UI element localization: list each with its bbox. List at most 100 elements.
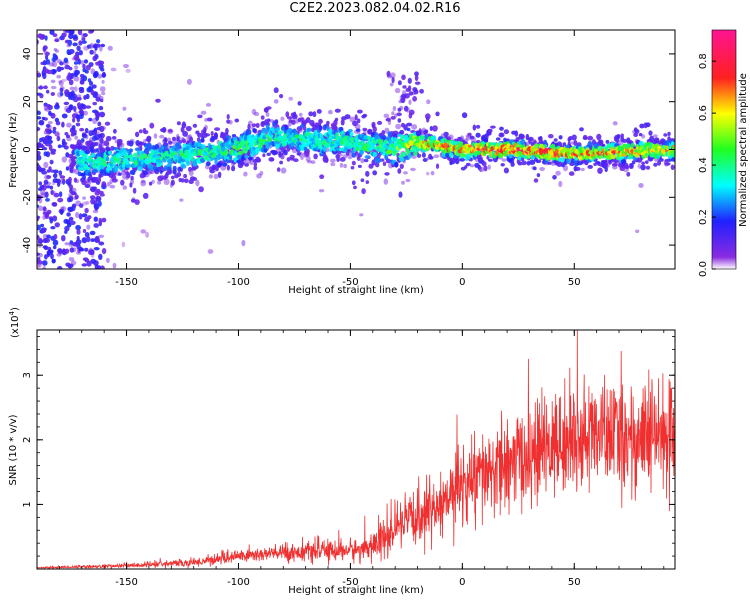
spectrogram-cell [80,33,87,39]
spectrogram-cell [192,177,197,181]
spectrogram-cell [657,160,662,166]
spectrogram-cell [59,66,65,71]
spectrogram-cell [107,150,112,155]
spectrogram-cell [37,85,44,90]
spectrogram-cell [342,154,348,159]
y-tick-label: -20 [22,189,33,205]
spectrogram-cell [82,68,87,73]
spectrogram-cell [101,91,106,96]
spectrogram-cell [130,178,135,185]
spectrogram-cell [587,141,593,148]
spectrogram-cell [89,173,93,181]
spectrogram-cell [381,130,386,136]
spectrogram-cell [109,184,116,189]
spectrogram-cell [180,164,187,169]
spectrogram-cell [443,131,449,137]
spectrogram-cell [270,157,275,162]
spectrogram-cell [62,248,66,254]
spectrogram-cell [109,170,113,174]
spectrogram-cell [357,164,362,168]
spectrogram-cell [357,109,363,114]
spectrogram-cell [42,214,46,220]
spectrogram-cell [50,189,54,196]
spectrogram-cell [89,43,93,50]
spectrogram-cell [671,157,675,162]
spectrogram-cell [47,129,53,134]
spectrogram-cell [77,145,82,151]
spectrogram-cell [558,135,563,140]
spectrogram-cell [389,82,394,87]
spectrogram-cell [200,110,207,115]
spectrogram-cell [287,116,293,120]
spectrogram-cell [89,186,96,192]
spectrogram-cell [56,181,61,187]
spectrogram-cell [86,224,91,230]
spectrogram-cell [353,185,357,190]
spectrogram-cell [43,68,49,74]
spectrogram-cell [98,133,103,138]
spectrogram-cell [167,128,174,135]
spectrogram-cell [344,114,351,120]
x-tick-label: 0 [459,577,465,588]
spectrogram-cell [392,105,397,112]
spectrogram-cell [482,161,487,167]
spectrogram-cell [205,103,212,107]
spectrogram-cell [112,147,119,151]
spectrogram-cell [449,152,454,158]
spectrogram-cell [105,146,110,151]
spectrogram-cell [273,87,279,94]
spectrogram-cell [84,247,89,252]
spectrogram-cell [96,39,101,44]
spectrogram-cell [53,233,58,240]
spectrogram-cell [114,165,119,171]
spectrogram-cell [386,149,393,155]
spectrogram-cell [265,112,270,117]
spectrogram-cell [592,156,597,160]
spectrogram-cell [398,99,403,104]
spectrogram-cell [383,113,390,119]
spectrogram-cell [313,153,318,160]
snr-frame [36,329,676,570]
spectrogram-cell [633,133,639,137]
spectrogram-cell [47,139,53,144]
spectrogram-cell [424,129,429,134]
spectrogram-cell [312,111,317,118]
spectrogram-cell [205,161,211,167]
colorbar-gradient [711,29,737,270]
spectrogram-cell [117,141,121,146]
x-tick-label: -150 [115,277,138,288]
spectrogram-cell [138,129,143,134]
spectrogram-cell [563,165,568,172]
spectrogram-cell [480,143,485,148]
spectrogram-cell [305,117,311,123]
spectrogram-cell [375,157,382,164]
spectrogram-cell [395,123,401,130]
spectrogram-cell [487,158,493,162]
spectrogram-cell [122,185,128,190]
spectrogram-cell [45,54,49,60]
spectrogram-cell [498,132,505,138]
spectrogram-cell [168,168,172,175]
spectrogram-cell [579,127,584,132]
spectrogram-cell [84,127,89,134]
spectrogram-cell [140,229,147,234]
spectrogram-cell [81,145,87,151]
spectrogram-cell [56,265,63,269]
spectrogram-cell [86,166,91,171]
spectrogram-cell [159,134,165,139]
y-tick-label: 0 [22,146,33,152]
spectrogram-cell [101,79,105,84]
spectrogram-cell [49,159,54,165]
spectrogram-cell [99,193,105,197]
spectrogram-cell [247,120,253,125]
spectrogram-cell [120,143,125,147]
spectrogram-cell [68,216,74,221]
spectrogram-cell [137,165,143,172]
spectrogram-cell [558,180,563,188]
spectrogram-cell [291,113,298,120]
spectrogram-cell [442,142,449,148]
spectrogram-cell [488,128,493,133]
spectrogram-cell [50,253,54,260]
spectrogram-cell [197,132,203,138]
spectrogram-cell [400,93,407,99]
